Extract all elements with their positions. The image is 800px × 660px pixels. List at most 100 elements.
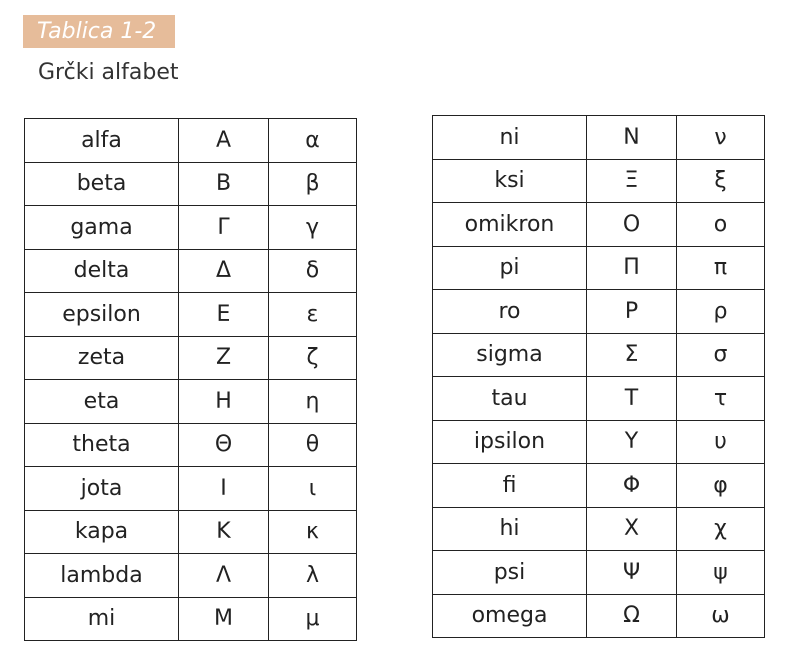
lowercase-letter: β (268, 161, 357, 206)
lowercase-letter: ρ (676, 289, 765, 334)
letter-name: epsilon (24, 292, 179, 337)
letter-name: lambda (24, 553, 179, 598)
letter-name: hi (432, 506, 587, 551)
uppercase-letter: Τ (586, 376, 677, 421)
letter-name: pi (432, 245, 587, 290)
uppercase-letter: Λ (178, 553, 269, 598)
letter-name: fi (432, 463, 587, 508)
lowercase-letter: ψ (676, 550, 765, 595)
uppercase-letter: Ψ (586, 550, 677, 595)
uppercase-letter: Ω (586, 593, 677, 638)
uppercase-letter: Ε (178, 292, 269, 337)
letter-name: ni (432, 115, 587, 160)
uppercase-letter: Σ (586, 332, 677, 377)
letter-name: zeta (24, 335, 179, 380)
letter-name: delta (24, 248, 179, 293)
lowercase-letter: ι (268, 466, 357, 511)
lowercase-letter: σ (676, 332, 765, 377)
uppercase-letter: Η (178, 379, 269, 424)
uppercase-letter: Ν (586, 115, 677, 160)
lowercase-letter: ο (676, 202, 765, 247)
lowercase-letter: κ (268, 509, 357, 554)
table-number-label: Tablica 1-2 (23, 15, 175, 48)
letter-name: beta (24, 161, 179, 206)
letter-name: sigma (432, 332, 587, 377)
lowercase-letter: τ (676, 376, 765, 421)
lowercase-letter: φ (676, 463, 765, 508)
lowercase-letter: η (268, 379, 357, 424)
lowercase-letter: γ (268, 205, 357, 250)
uppercase-letter: Μ (178, 596, 269, 641)
lowercase-letter: ω (676, 593, 765, 638)
letter-name: theta (24, 422, 179, 467)
lowercase-letter: υ (676, 419, 765, 464)
letter-name: kapa (24, 509, 179, 554)
letter-name: ksi (432, 158, 587, 203)
uppercase-letter: Θ (178, 422, 269, 467)
uppercase-letter: Π (586, 245, 677, 290)
lowercase-letter: θ (268, 422, 357, 467)
uppercase-letter: Ρ (586, 289, 677, 334)
letter-name: omega (432, 593, 587, 638)
uppercase-letter: Ι (178, 466, 269, 511)
lowercase-letter: π (676, 245, 765, 290)
lowercase-letter: ξ (676, 158, 765, 203)
letter-name: omikron (432, 202, 587, 247)
uppercase-letter: Υ (586, 419, 677, 464)
table-title: Grčki alfabet (38, 60, 179, 85)
uppercase-letter: Β (178, 161, 269, 206)
lowercase-letter: ε (268, 292, 357, 337)
uppercase-letter: Ξ (586, 158, 677, 203)
lowercase-letter: λ (268, 553, 357, 598)
letter-name: eta (24, 379, 179, 424)
uppercase-letter: Α (178, 118, 269, 163)
uppercase-letter: Ο (586, 202, 677, 247)
letter-name: ipsilon (432, 419, 587, 464)
uppercase-letter: Φ (586, 463, 677, 508)
lowercase-letter: χ (676, 506, 765, 551)
letter-name: mi (24, 596, 179, 641)
uppercase-letter: Χ (586, 506, 677, 551)
lowercase-letter: μ (268, 596, 357, 641)
uppercase-letter: Γ (178, 205, 269, 250)
uppercase-letter: Κ (178, 509, 269, 554)
uppercase-letter: Δ (178, 248, 269, 293)
lowercase-letter: ν (676, 115, 765, 160)
lowercase-letter: α (268, 118, 357, 163)
letter-name: tau (432, 376, 587, 421)
letter-name: psi (432, 550, 587, 595)
lowercase-letter: ζ (268, 335, 357, 380)
lowercase-letter: δ (268, 248, 357, 293)
letter-name: ro (432, 289, 587, 334)
uppercase-letter: Ζ (178, 335, 269, 380)
letter-name: jota (24, 466, 179, 511)
letter-name: gama (24, 205, 179, 250)
letter-name: alfa (24, 118, 179, 163)
